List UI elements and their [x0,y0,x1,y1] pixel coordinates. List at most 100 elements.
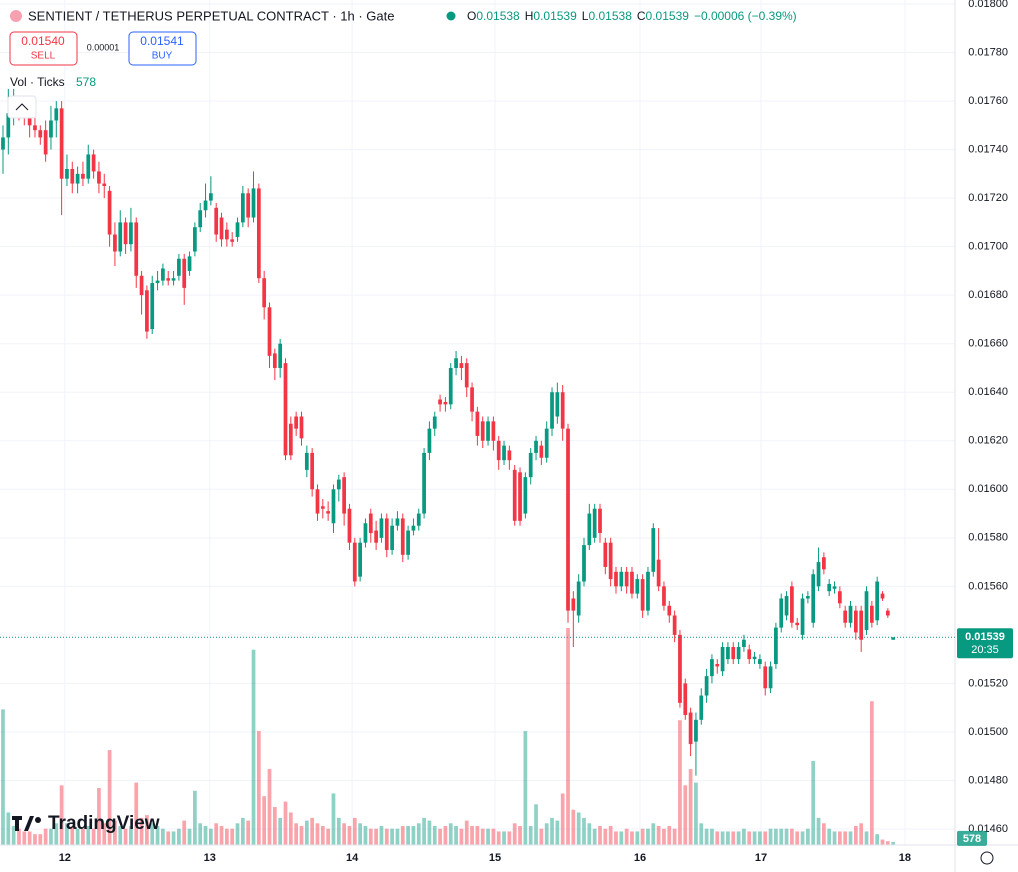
volume-bar [411,826,416,845]
volume-bar [374,828,378,845]
candle-body [464,363,469,388]
candle-body [448,367,453,405]
candle-body [315,489,320,514]
volume-bar [209,828,213,845]
candle-body [790,586,794,623]
volume-bar [795,831,800,845]
candle-body [139,275,144,296]
volume-bar [528,826,533,845]
volume-bar [193,790,197,845]
sell-label: SELL [31,51,56,62]
candle-body [363,523,368,543]
volume-bar [656,826,661,845]
volume-bar [342,823,346,845]
buy-price: 0.01541 [140,34,184,48]
volume-bar [267,769,272,845]
candle-body [475,411,480,436]
candle-body [779,598,784,628]
candle-body [544,428,549,458]
candle-body [219,217,224,240]
logo: TradingView [12,813,160,834]
volume-bar [523,731,528,845]
y-tick-label: 0.01660 [968,338,1008,350]
candle-body [534,440,538,453]
candle-body [470,387,474,412]
volume-bar [550,817,554,845]
volume-bar [6,812,11,845]
x-tick-label: 12 [59,852,71,864]
volume-bar [177,828,181,845]
volume-bar [278,817,283,845]
volume-bar [320,826,325,845]
candle-body [582,545,586,582]
candle-body [555,392,560,417]
candle-body [443,401,448,405]
candle-body [155,280,160,284]
volume-bar [65,823,69,845]
volume-bar [869,701,874,845]
candle-body [256,188,261,279]
volume-bar [38,834,43,845]
candle-body [496,440,501,461]
volume-bar [331,793,336,845]
candle-body [688,712,693,745]
volume-bar [161,828,165,845]
volume-bar [427,820,432,845]
candle-body [486,421,490,441]
volume-bar [304,820,309,845]
candle-body [203,200,208,211]
volume-bar [853,826,858,845]
candle-body [384,518,389,550]
volume-bar [715,831,720,845]
candle-body [512,469,517,521]
settings-icon[interactable] [980,851,994,865]
ohlc-value: 0.01538 [476,9,520,23]
volume-bar [182,820,187,845]
volume-bar [81,828,85,845]
volume-bar [885,841,890,845]
volume-bar [347,826,352,845]
collapse-button[interactable] [7,95,37,119]
candle-body [326,511,331,514]
candle-body [411,525,416,531]
volume-bar [587,823,592,845]
volume-bar [384,828,389,845]
ohlc-values: O0.01538 H0.01539 L0.01538 C0.01539 −0.00006… [467,9,797,23]
volume-bar [448,823,453,845]
volume-bar [566,628,570,845]
candle-body [811,574,816,623]
ohlc-key: H [525,9,534,23]
volume-bar [129,826,133,845]
candle-body [885,610,890,616]
candle-body [539,445,544,458]
volume-bar [11,826,16,845]
candle-body [827,583,832,592]
candle-body [784,596,789,616]
volume-bar [806,828,810,845]
candle-body [550,392,554,429]
buy-button[interactable] [128,31,197,66]
volume-bar [283,801,288,845]
volume-bar [774,828,778,845]
volume-bar [203,826,208,845]
x-tick-label: 18 [899,852,911,864]
volume-bar [358,823,362,845]
spread: 0.00001 [87,42,120,52]
candle-body [502,445,506,461]
volume-bar [864,831,869,845]
x-tick-label: 16 [634,852,646,864]
volume-bar [608,826,613,845]
candle-body [891,637,896,640]
countdown: 20:35 [971,644,999,656]
candle-body [731,647,736,660]
volume-bar [710,828,714,845]
collapse-icon [15,103,29,111]
volume-bar [747,831,752,845]
candle-body [6,113,11,138]
sell-button[interactable] [9,31,78,66]
candle-body [848,605,853,623]
y-tick-label: 0.01520 [968,677,1008,689]
candle-body [118,222,123,252]
volume-bar [49,828,53,845]
candle-body [267,307,272,356]
